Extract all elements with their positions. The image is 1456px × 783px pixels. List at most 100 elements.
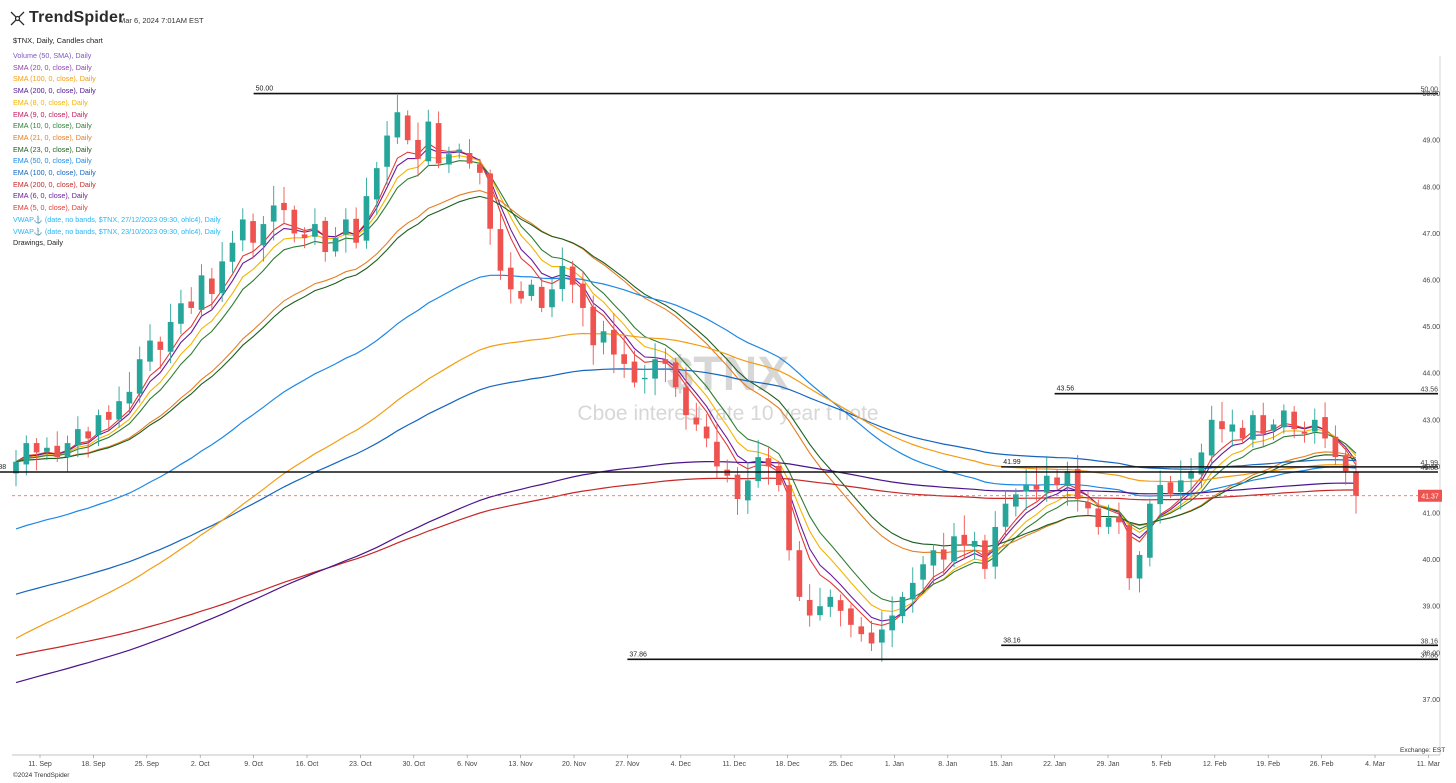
x-tick-label: 26. Feb: [1310, 761, 1334, 768]
y-tick-label: 38.00: [1422, 650, 1440, 657]
candlestick-series: [13, 94, 1359, 662]
candle-body: [415, 139, 421, 159]
brand-logo: TrendSpider: [10, 9, 125, 27]
indicator-legend-item[interactable]: VWAP⚓ (date, no bands, $TNX, 27/12/2023 …: [13, 214, 221, 224]
candle-body: [765, 458, 772, 467]
ema-50-line: [15, 274, 1357, 530]
indicator-legend-item[interactable]: Drawings, Daily: [13, 238, 63, 248]
last-price-tag: [1418, 489, 1442, 502]
candle-body: [786, 485, 792, 551]
indicator-legend-item[interactable]: EMA (21, 0, close), Daily: [13, 132, 92, 142]
candle-body: [971, 540, 978, 547]
y-tick-label: 45.00: [1422, 324, 1440, 331]
candle-body: [858, 626, 865, 635]
candle-body: [868, 632, 875, 644]
candle-body: [1116, 517, 1122, 523]
candle-body: [518, 290, 524, 299]
candle-body: [1043, 475, 1050, 493]
y-tick-label: 42.00: [1422, 464, 1440, 471]
indicator-legend-item[interactable]: EMA (6, 0, close), Daily: [13, 191, 88, 201]
indicator-legend-item[interactable]: VWAP⚓ (date, no bands, $TNX, 23/10/2023 …: [13, 226, 221, 236]
indicator-legend-item[interactable]: EMA (8, 0, close), Daily: [13, 97, 88, 107]
candle-body: [147, 340, 153, 362]
candle-body: [745, 480, 751, 501]
price-level-axis-label: 38.16: [1420, 638, 1438, 645]
price-axis[interactable]: 37.00 38.00 39.00 40.00 41.00 42.00 43.00 44.00…: [1422, 56, 1441, 755]
indicator-legend-item[interactable]: SMA (20, 0, close), Daily: [13, 62, 92, 72]
candle-body: [239, 219, 246, 241]
indicator-legend-item[interactable]: EMA (100, 0, close), Daily: [13, 168, 96, 178]
x-tick-label: 20. Nov: [562, 761, 587, 768]
candle-body: [796, 550, 803, 597]
x-tick-label: 8. Jan: [938, 761, 957, 768]
candle-body: [384, 135, 390, 167]
price-level-axis-label: 41.99: [1420, 460, 1438, 467]
time-axis[interactable]: 11. Sep 18. Sep 25. Sep 2. Oct 9. Oct 16. Oct…: [12, 754, 1441, 768]
sma-100-line: [15, 332, 1357, 639]
candle-body: [909, 582, 916, 600]
indicator-legend-item[interactable]: EMA (200, 0, close), Daily: [13, 179, 96, 189]
candle-body: [920, 564, 926, 580]
indicator-legend-item[interactable]: EMA (23, 0, close), Daily: [13, 144, 92, 154]
candle-body: [456, 149, 463, 153]
candle-body: [157, 341, 164, 350]
x-tick-label: 15. Jan: [990, 761, 1013, 768]
last-price-value: 41.37: [1421, 493, 1439, 500]
candle-body: [343, 219, 349, 235]
y-tick-label: 37.00: [1422, 697, 1440, 704]
candle-body: [569, 266, 576, 285]
candle-body: [435, 123, 442, 164]
horizontal-levels[interactable]: 50.0050.0043.5643.5641.9941.9941.8841.88…: [0, 86, 1438, 661]
candle-body: [497, 229, 504, 271]
candle-body: [889, 615, 895, 631]
candle-body: [1177, 480, 1184, 492]
price-level-axis-label: 37.86: [1420, 652, 1438, 659]
candle-body: [631, 361, 638, 383]
y-tick-label: 48.00: [1422, 184, 1440, 191]
candle-body: [1157, 485, 1163, 505]
candle-body: [1229, 424, 1236, 432]
price-level-label: 37.86: [629, 651, 647, 658]
indicator-legend: Volume (50, SMA), Daily SMA (20, 0, close…: [13, 50, 221, 249]
candle-body: [1074, 468, 1081, 500]
last-price-marker: 41.37: [12, 489, 1442, 502]
y-tick-label: 43.00: [1422, 417, 1440, 424]
candle-body: [600, 331, 607, 343]
candle-body: [611, 329, 617, 355]
candle-body: [1105, 517, 1112, 527]
indicator-legend-item[interactable]: EMA (10, 0, close), Daily: [13, 121, 92, 131]
candle-body: [1033, 485, 1040, 490]
y-tick-label: 50.00: [1422, 91, 1440, 98]
ema-23-line: [15, 195, 1357, 548]
indicator-legend-item[interactable]: EMA (5, 0, close), Daily: [13, 203, 88, 213]
candle-body: [1270, 424, 1277, 431]
candle-body: [1353, 471, 1359, 496]
candle-body: [353, 218, 359, 243]
x-tick-label: 12. Feb: [1203, 761, 1227, 768]
indicator-legend-item[interactable]: EMA (9, 0, close), Daily: [13, 109, 88, 119]
x-tick-label: 11. Sep: [28, 761, 52, 768]
candle-body: [1311, 419, 1318, 432]
y-tick-label: 40.00: [1422, 557, 1440, 564]
indicator-legend-item[interactable]: Volume (50, SMA), Daily: [13, 51, 92, 60]
sma-200-line: [15, 460, 1357, 684]
candle-body: [940, 549, 947, 560]
candle-body: [590, 306, 597, 346]
indicator-legend-item[interactable]: SMA (100, 0, close), Daily: [13, 74, 96, 84]
candle-body: [188, 301, 195, 308]
snapshot-datetime: Mar 6, 2024 7:01AM EST: [119, 16, 204, 25]
candle-body: [528, 284, 535, 296]
brand-name: TrendSpider: [29, 9, 125, 26]
candle-body: [1322, 417, 1328, 439]
indicator-legend-item[interactable]: EMA (50, 0, close), Daily: [13, 156, 92, 166]
candle-body: [879, 629, 885, 643]
candle-body: [1198, 452, 1205, 475]
candle-body: [1250, 415, 1256, 440]
y-tick-label: 39.00: [1422, 604, 1440, 611]
indicator-legend-item[interactable]: SMA (200, 0, close), Daily: [13, 86, 96, 96]
ema-10-line: [15, 160, 1357, 603]
candle-body: [260, 224, 267, 246]
candle-body: [1301, 431, 1308, 434]
candle-body: [1013, 494, 1019, 507]
